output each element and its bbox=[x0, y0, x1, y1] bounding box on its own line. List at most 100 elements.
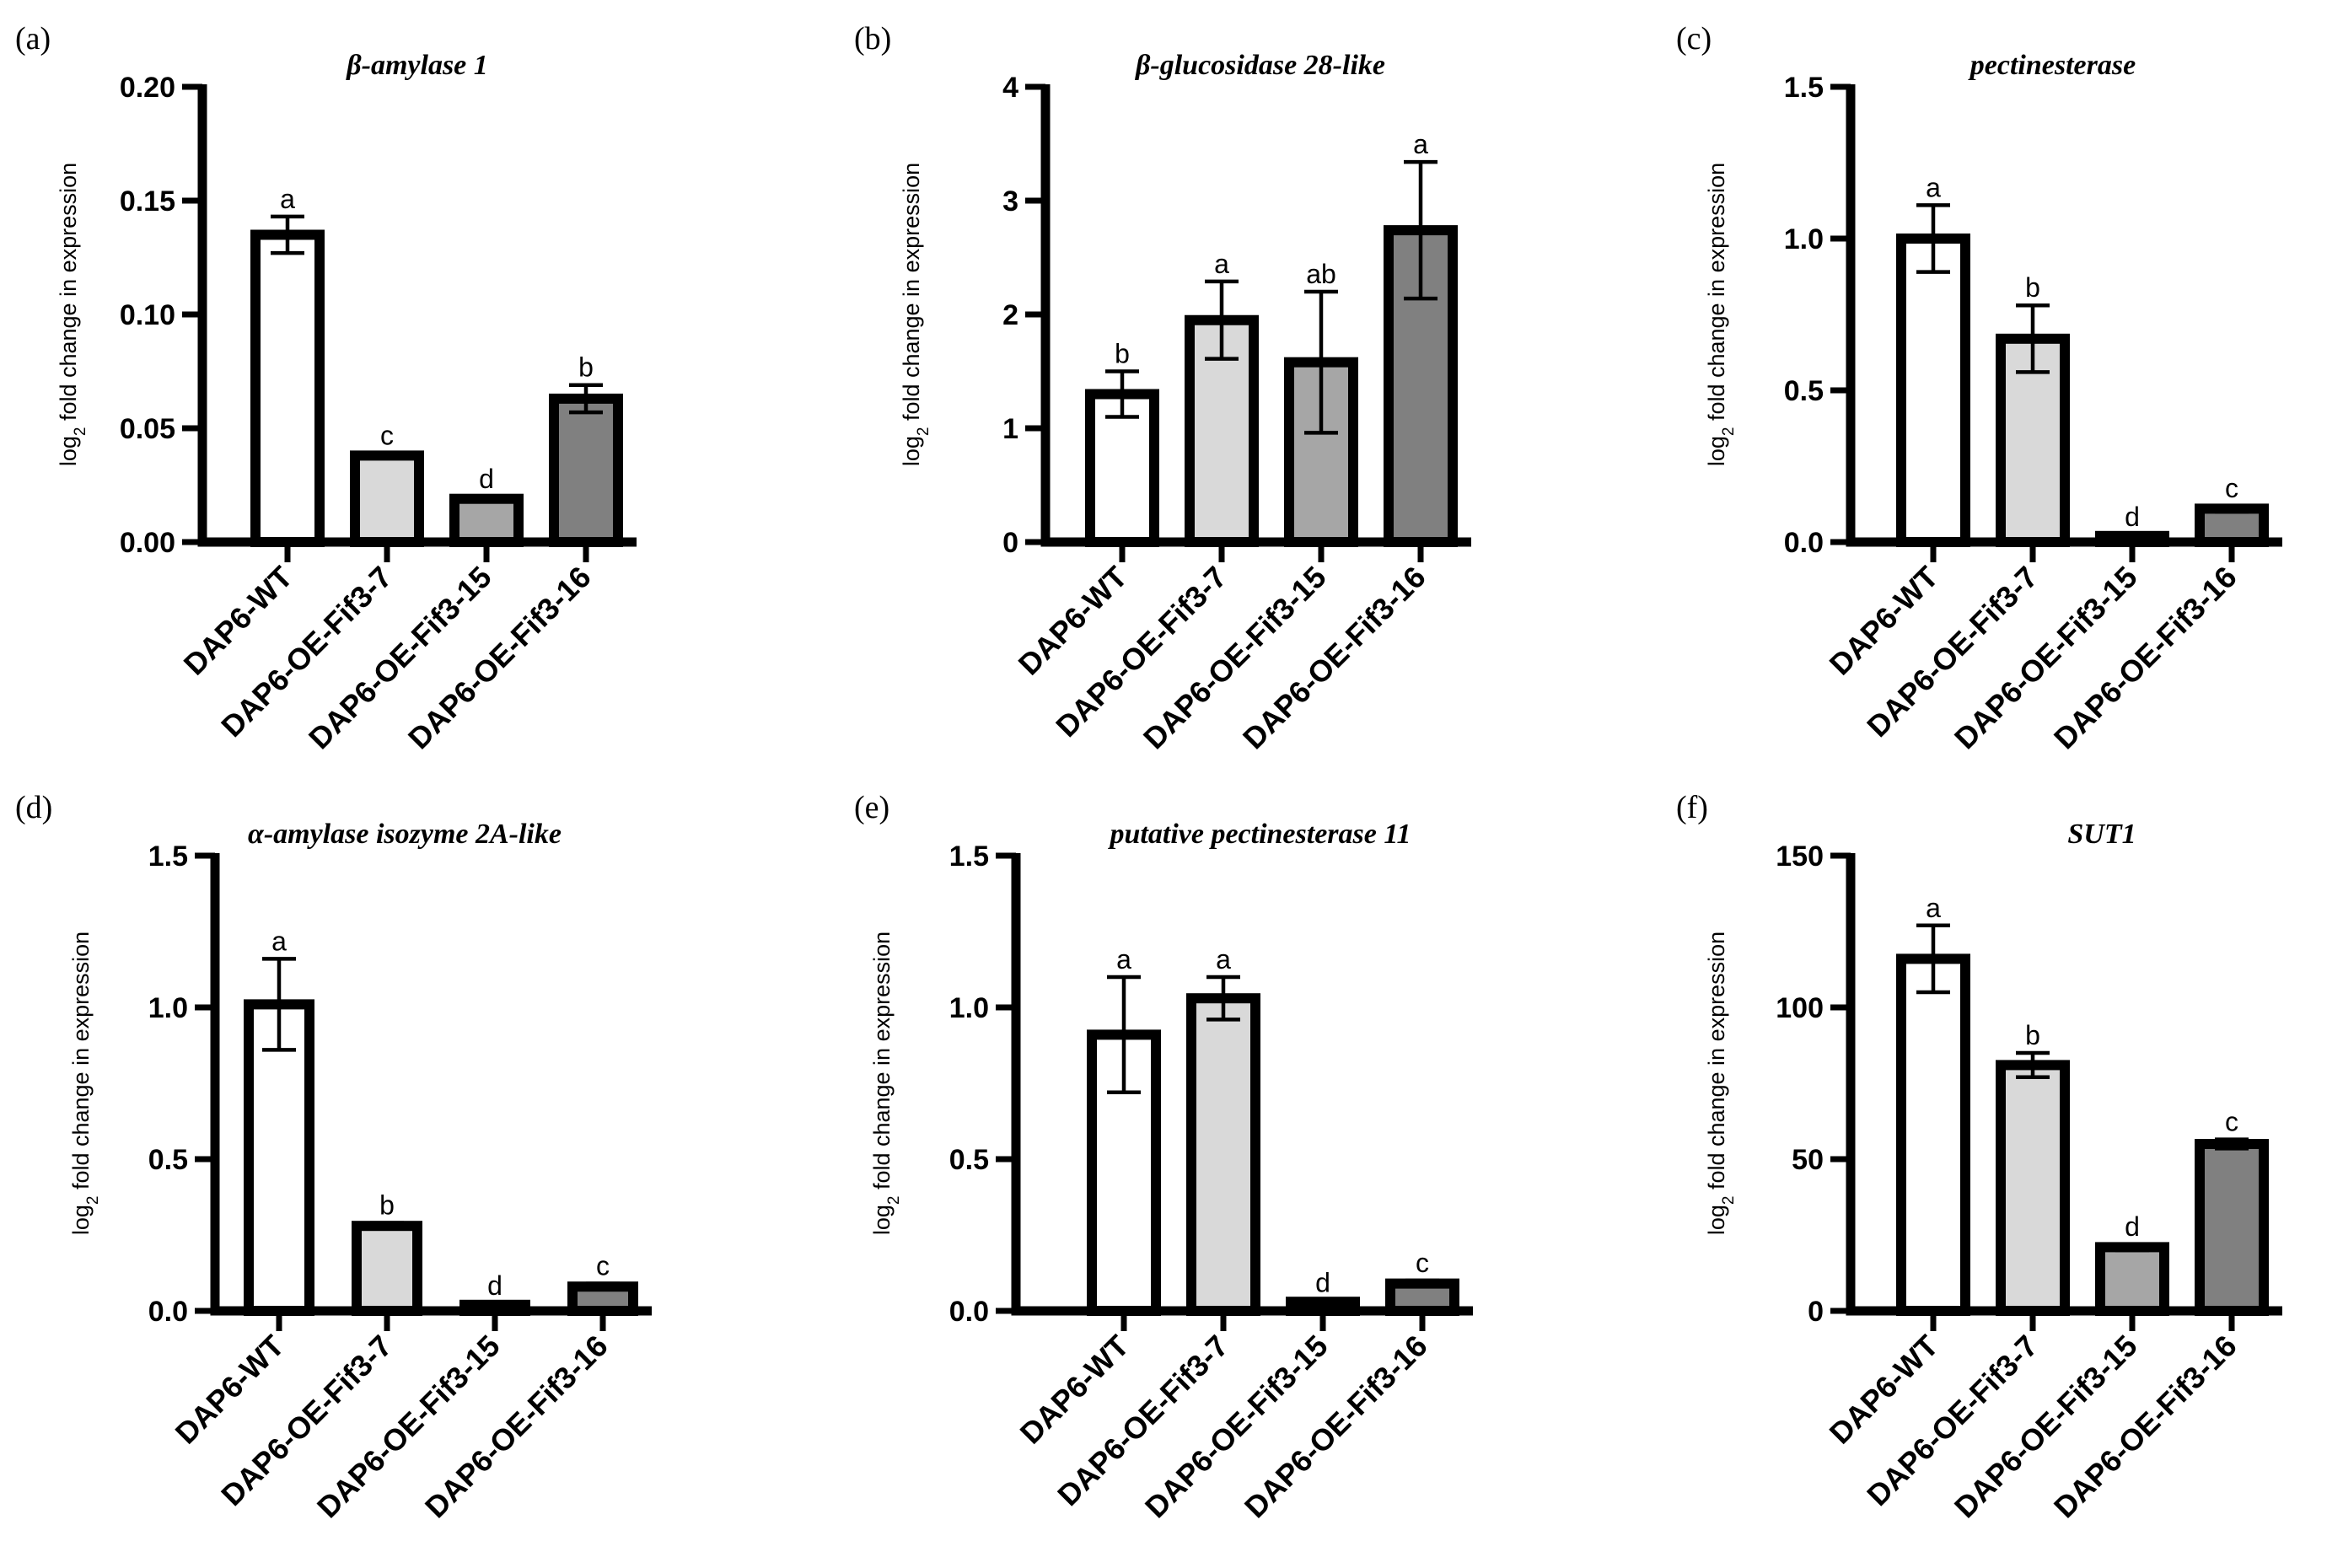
chart-panel: (e) putative pectinesterase 11 log2 fold c… bbox=[854, 790, 1473, 1524]
y-tick-label: 0 bbox=[1808, 1296, 1824, 1328]
chart-title: pectinesterase bbox=[1968, 50, 2136, 81]
y-tick-label: 1.5 bbox=[148, 840, 188, 873]
y-tick-label: 50 bbox=[1792, 1144, 1824, 1176]
panel-letter: (a) bbox=[15, 21, 51, 56]
category-label: DAP6-OE-Fif3-16 bbox=[2047, 1329, 2244, 1525]
y-tick-label: 0.5 bbox=[1784, 375, 1824, 407]
chart-title: β-glucosidase 28-like bbox=[1134, 50, 1385, 81]
y-axis-label: log2 fold change in expression bbox=[68, 932, 102, 1235]
y-axis-label-rest: fold change in expression bbox=[68, 932, 94, 1196]
y-axis-label: log2 fold change in expression bbox=[1704, 163, 1738, 466]
bar bbox=[1996, 1060, 2070, 1317]
y-axis-label-rest: fold change in expression bbox=[1704, 932, 1729, 1196]
significance-letter: c bbox=[596, 1251, 610, 1281]
bar bbox=[350, 450, 424, 548]
y-axis-label: log2 fold change in expression bbox=[1704, 932, 1738, 1235]
y-tick-label: 0.0 bbox=[949, 1296, 989, 1328]
significance-letter: ab bbox=[1306, 259, 1336, 289]
y-tick-label: 1.5 bbox=[1784, 72, 1824, 104]
y-tick-label: 4 bbox=[1002, 72, 1018, 104]
category-label: DAP6-OE-Fif3-15 bbox=[1137, 560, 1333, 756]
category-label: DAP6-OE-Fif3-7 bbox=[1049, 560, 1233, 744]
y-tick-label: 1.0 bbox=[949, 992, 989, 1024]
significance-letter: a bbox=[1116, 944, 1131, 975]
significance-letter: b bbox=[2025, 272, 2040, 303]
chart-title: SUT1 bbox=[2067, 819, 2136, 850]
significance-letter: b bbox=[1115, 339, 1130, 369]
y-axis-label-sub: 2 bbox=[1720, 427, 1738, 437]
y-tick-label: 0.20 bbox=[120, 72, 175, 104]
y-axis-label-sub: 2 bbox=[72, 427, 89, 437]
category-label: DAP6-OE-Fif3-15 bbox=[302, 560, 498, 756]
y-axis-label-log: log bbox=[899, 436, 924, 466]
y-axis-label-sub: 2 bbox=[915, 427, 932, 437]
category-label: DAP6-OE-Fif3-15 bbox=[1948, 560, 2144, 756]
y-tick-label: 0.05 bbox=[120, 413, 175, 445]
y-tick-label: 0.0 bbox=[148, 1296, 188, 1328]
significance-letter: b bbox=[2025, 1020, 2040, 1050]
y-axis-label-log: log bbox=[68, 1205, 94, 1235]
bar bbox=[1186, 993, 1260, 1316]
y-axis-label-rest: fold change in expression bbox=[899, 163, 924, 427]
bar bbox=[250, 229, 325, 547]
bar bbox=[352, 1221, 422, 1316]
bar bbox=[244, 999, 314, 1317]
significance-letter: d bbox=[1315, 1267, 1330, 1297]
y-axis-label: log2 fold change in expression bbox=[899, 163, 932, 466]
panel-letter: (f) bbox=[1676, 790, 1708, 825]
chart-title: putative pectinesterase 11 bbox=[1108, 819, 1411, 850]
y-tick-label: 0.15 bbox=[120, 185, 175, 217]
bar bbox=[2095, 1242, 2169, 1317]
panel-letter: (b) bbox=[854, 21, 891, 56]
y-tick-label: 1.0 bbox=[1784, 223, 1824, 255]
bar bbox=[449, 493, 524, 548]
chart-panel: (c) pectinesterase log2 fold change in exp… bbox=[1676, 21, 2282, 755]
y-axis-label-log: log bbox=[1704, 1205, 1729, 1235]
significance-letter: a bbox=[271, 926, 287, 956]
category-label: DAP6-OE-Fif3-7 bbox=[1860, 560, 2045, 744]
significance-letter: a bbox=[1926, 172, 1941, 202]
category-label: DAP6-OE-Fif3-7 bbox=[1051, 1329, 1235, 1513]
y-tick-label: 1 bbox=[1002, 413, 1018, 445]
y-axis-label-rest: fold change in expression bbox=[56, 163, 81, 427]
category-label: DAP6-OE-Fif3-7 bbox=[214, 560, 399, 744]
chart-panel: (d) α-amylase isozyme 2A-like log2 fold ch… bbox=[15, 790, 652, 1524]
y-axis-label-rest: fold change in expression bbox=[869, 932, 895, 1196]
y-tick-label: 150 bbox=[1776, 840, 1824, 873]
bar bbox=[549, 393, 623, 547]
chart-panel: (f) SUT1 log2 fold change in expression 0 50… bbox=[1676, 790, 2282, 1524]
y-tick-label: 0 bbox=[1002, 527, 1018, 559]
significance-letter: c bbox=[380, 421, 394, 451]
y-axis-label-log: log bbox=[1704, 436, 1729, 466]
y-axis-label-log: log bbox=[56, 436, 81, 466]
y-axis-label: log2 fold change in expression bbox=[869, 932, 903, 1235]
significance-letter: d bbox=[2125, 1211, 2140, 1242]
significance-letter: c bbox=[2225, 473, 2238, 503]
significance-letter: d bbox=[479, 464, 494, 494]
y-tick-label: 1.5 bbox=[949, 840, 989, 873]
y-axis-label-sub: 2 bbox=[84, 1196, 102, 1206]
category-label: DAP6-OE-Fif3-15 bbox=[310, 1329, 507, 1525]
chart-panel: (a) β-amylase 1 log2 fold change in expres… bbox=[15, 21, 637, 755]
category-label: DAP6-OE-Fif3-7 bbox=[1860, 1329, 2045, 1513]
chart-title: β-amylase 1 bbox=[345, 50, 488, 81]
y-tick-label: 0.00 bbox=[120, 527, 175, 559]
y-tick-label: 100 bbox=[1776, 992, 1824, 1024]
bar bbox=[1896, 234, 1970, 547]
panel-letter: (c) bbox=[1676, 21, 1712, 56]
category-label: DAP6-OE-Fif3-16 bbox=[418, 1329, 615, 1525]
y-tick-label: 1.0 bbox=[148, 992, 188, 1024]
significance-letter: b bbox=[578, 352, 594, 383]
significance-letter: d bbox=[2125, 502, 2140, 532]
y-tick-label: 0.10 bbox=[120, 299, 175, 331]
chart-title: α-amylase isozyme 2A-like bbox=[248, 819, 562, 850]
panel-letter: (e) bbox=[854, 790, 889, 825]
y-tick-label: 2 bbox=[1002, 299, 1018, 331]
significance-letter: c bbox=[1416, 1248, 1429, 1278]
significance-letter: c bbox=[2225, 1107, 2238, 1137]
significance-letter: a bbox=[280, 184, 295, 214]
category-label: DAP6-OE-Fif3-16 bbox=[1238, 1329, 1434, 1525]
significance-letter: b bbox=[379, 1190, 395, 1221]
y-tick-label: 0.5 bbox=[949, 1144, 989, 1176]
